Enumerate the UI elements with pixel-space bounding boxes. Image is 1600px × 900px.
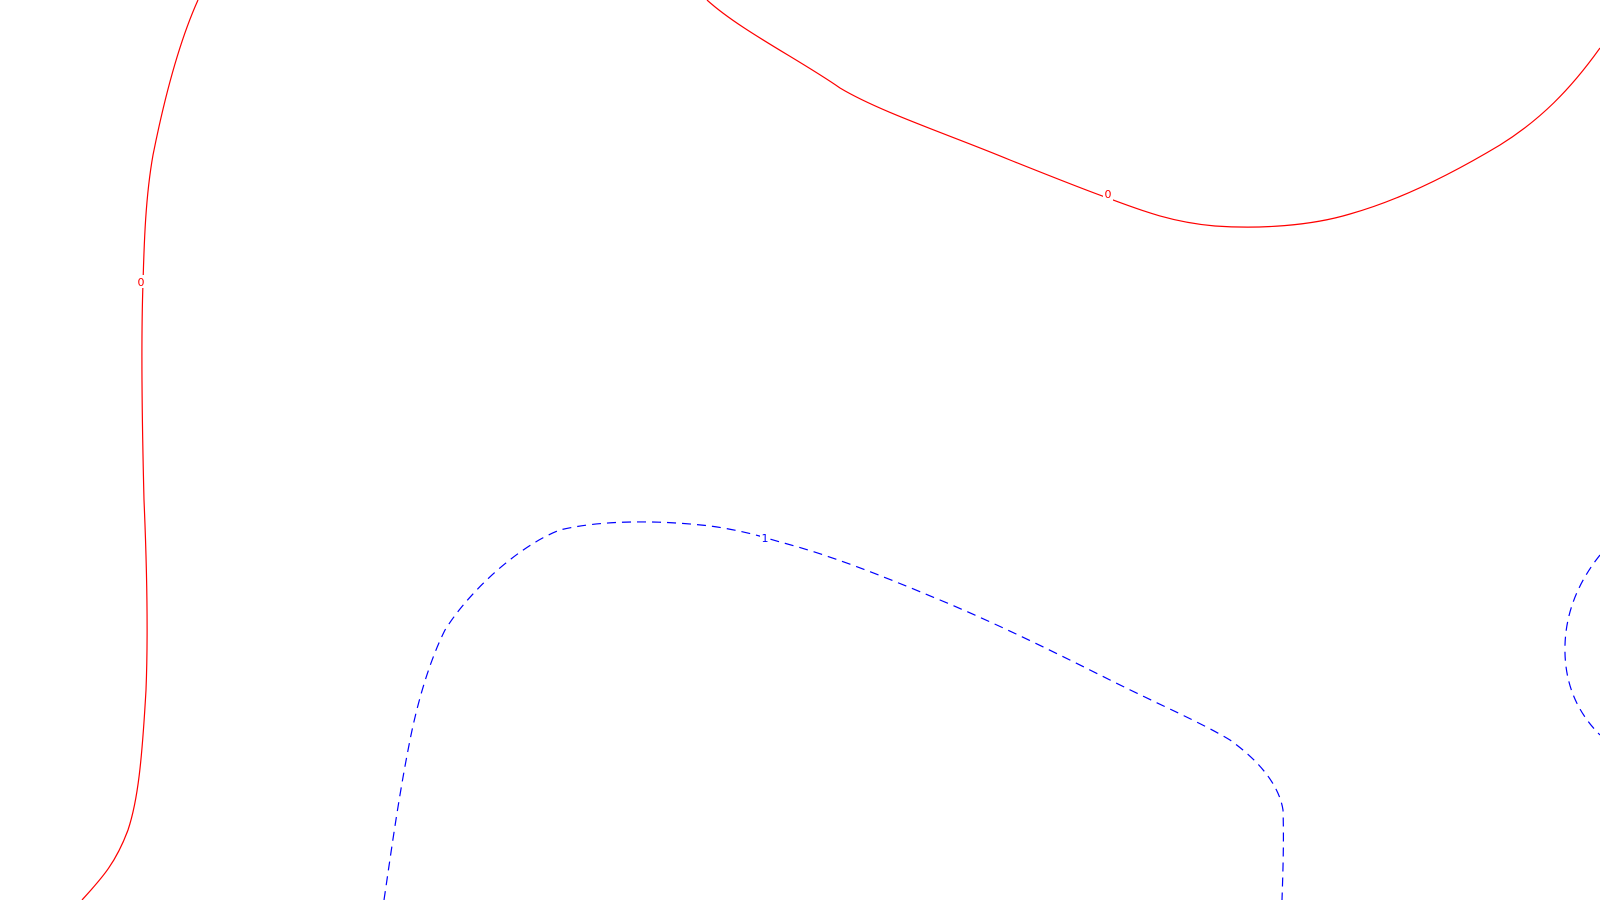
contour-line-1-right-edge xyxy=(1564,554,1600,736)
contour-line-0-top xyxy=(706,0,1600,228)
contour-label-left: 0 xyxy=(138,276,145,289)
contour-line-0-left xyxy=(81,0,199,900)
contour-label-bg xyxy=(760,531,770,545)
contour-label-bg xyxy=(1103,187,1113,201)
contour-label-top: 0 xyxy=(1105,188,1112,201)
contour-label-bottom: 1 xyxy=(762,532,769,545)
contour-line-1-bottom xyxy=(383,521,1285,900)
contour-label-bg xyxy=(137,275,146,288)
